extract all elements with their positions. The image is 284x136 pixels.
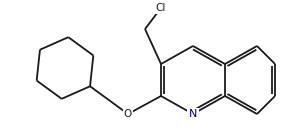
Text: O: O [124,109,132,119]
Text: Cl: Cl [156,3,166,13]
Text: N: N [189,109,197,119]
